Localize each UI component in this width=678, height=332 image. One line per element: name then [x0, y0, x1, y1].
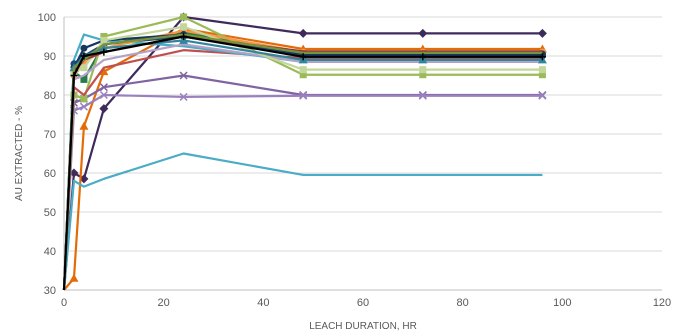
data-point-s18 [100, 48, 108, 56]
x-tick-label: 120 [653, 297, 671, 309]
series-group [62, 12, 547, 291]
series-13 [62, 43, 543, 291]
data-point-s14 [80, 64, 88, 72]
data-point-s18 [180, 33, 188, 40]
axes [63, 17, 662, 291]
series-18 [62, 33, 546, 291]
data-point-s5 [299, 91, 308, 100]
data-point-s6 [419, 71, 427, 79]
data-point-s3 [99, 67, 109, 76]
data-point-s15 [99, 43, 109, 52]
data-point-s6 [100, 33, 108, 40]
series-17 [62, 33, 543, 291]
y-tick-label: 90 [44, 51, 56, 63]
data-point-s3 [69, 273, 79, 282]
data-point-s5 [418, 91, 427, 100]
x-mark-stroke [99, 90, 108, 100]
x-mark-stroke [418, 91, 427, 100]
y-tick-label: 70 [44, 129, 56, 141]
series-7 [62, 49, 543, 291]
y-tick-label: 100 [38, 12, 56, 24]
x-mark-stroke [538, 91, 547, 100]
series-line-17 [62, 33, 543, 291]
data-point-s6 [299, 71, 307, 79]
data-point-s1 [99, 104, 109, 114]
x-mark-stroke [179, 92, 188, 101]
data-point-s6 [538, 71, 546, 79]
x-tick-label: 100 [553, 297, 571, 309]
series-8 [62, 152, 543, 291]
data-point-s18 [538, 53, 546, 61]
data-point-s4 [179, 71, 188, 80]
tick-labels: 30 40 50 60 70 80 90 100 0 20 40 60 80 100 120 [38, 12, 672, 309]
data-point-s6 [180, 13, 188, 21]
y-axis-title: AU EXTRACTED - % [14, 106, 25, 201]
data-point-s14 [419, 66, 427, 74]
y-tick-label: 50 [44, 207, 56, 219]
data-point-s18 [70, 72, 78, 79]
x-mark-stroke [179, 71, 188, 80]
x-mark-stroke [79, 102, 88, 111]
y-tick-label: 40 [44, 246, 56, 258]
data-point-s5 [179, 92, 188, 101]
data-point-s3 [79, 121, 89, 130]
x-tick-label: 20 [158, 297, 170, 309]
data-point-s14 [299, 66, 307, 74]
data-point-s5 [79, 102, 88, 111]
data-point-s4 [99, 83, 108, 92]
data-point-s5 [99, 90, 108, 100]
x-mark-stroke [99, 83, 108, 92]
x-tick-label: 0 [61, 297, 67, 309]
series-line-8 [62, 152, 543, 291]
data-point-s18 [419, 53, 427, 61]
data-point-s14 [100, 36, 108, 44]
series-line-18 [62, 35, 543, 291]
y-tick-label: 60 [44, 168, 56, 180]
series-line-13 [62, 43, 543, 291]
series-line-3 [63, 27, 543, 291]
y-tick-label: 80 [44, 90, 56, 102]
y-tick-label: 30 [44, 285, 56, 297]
x-tick-label: 40 [257, 297, 269, 309]
data-point-s1 [537, 28, 547, 38]
data-point-s1 [298, 28, 308, 38]
data-point-s2 [80, 75, 88, 83]
data-point-s12 [80, 44, 88, 52]
x-tick-label: 80 [457, 297, 469, 309]
data-point-s18 [299, 53, 307, 61]
x-axis-title: LEACH DURATION, HR [309, 321, 417, 332]
data-point-s1 [418, 28, 428, 38]
data-point-s6 [80, 95, 88, 103]
x-tick-label: 60 [357, 297, 369, 309]
data-point-s18 [80, 52, 88, 60]
series-line-7 [62, 49, 543, 291]
data-point-s14 [180, 23, 188, 31]
data-point-s5 [538, 91, 547, 100]
x-mark-stroke [299, 91, 308, 100]
data-point-s14 [538, 66, 546, 74]
